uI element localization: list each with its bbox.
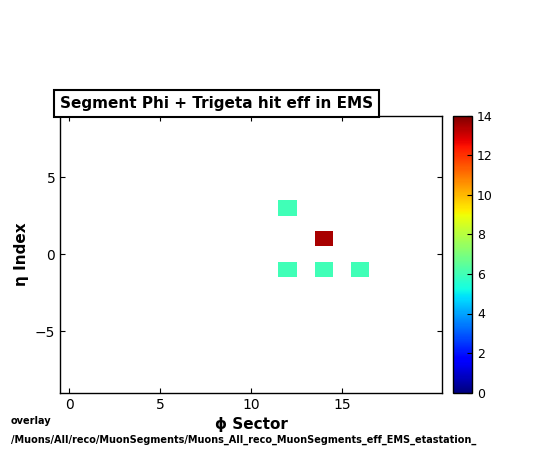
Text: /Muons/All/reco/MuonSegments/Muons_All_reco_MuonSegments_eff_EMS_etastation_: /Muons/All/reco/MuonSegments/Muons_All_r… xyxy=(11,434,476,444)
Text: overlay: overlay xyxy=(11,416,51,426)
Bar xyxy=(315,231,333,246)
Y-axis label: η Index: η Index xyxy=(14,222,29,286)
Bar xyxy=(278,200,296,216)
Bar xyxy=(351,262,370,277)
Text: Segment Phi + Trigeta hit eff in EMS: Segment Phi + Trigeta hit eff in EMS xyxy=(60,96,373,111)
Bar xyxy=(278,262,296,277)
Bar xyxy=(315,262,333,277)
X-axis label: ϕ Sector: ϕ Sector xyxy=(215,417,288,432)
